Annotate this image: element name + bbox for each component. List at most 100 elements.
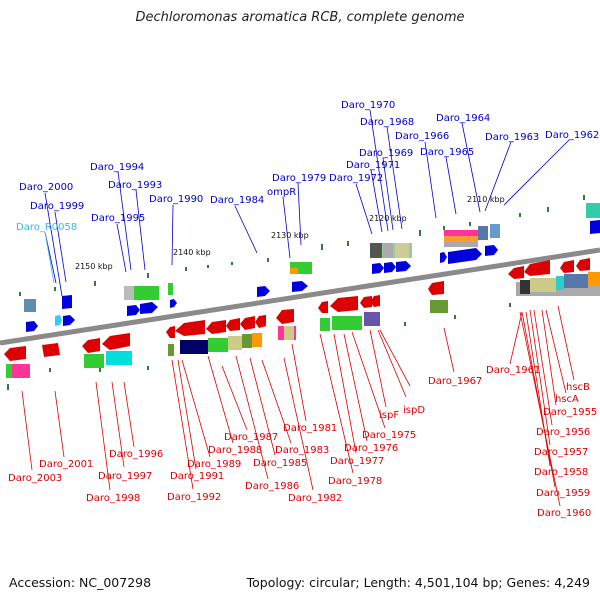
gene-daro-1962 bbox=[590, 220, 600, 234]
tick-label-2130: 2130 kbp bbox=[271, 231, 309, 240]
gene-daro-1965 bbox=[448, 248, 482, 264]
label-daro-1997: Daro_1997 bbox=[98, 471, 152, 482]
tick-label-2150: 2150 kbp bbox=[75, 262, 113, 271]
gene-daro-1981 bbox=[276, 309, 294, 324]
gene-daro-1992 bbox=[166, 326, 175, 338]
label-daro-1992: Daro_1992 bbox=[167, 492, 221, 503]
genome-backbone bbox=[0, 247, 600, 346]
gene-daro-2001 bbox=[42, 343, 60, 357]
label-daro-2003: Daro_2003 bbox=[8, 473, 62, 484]
gene-plus-a bbox=[26, 321, 38, 332]
label-daro-1977: Daro_1977 bbox=[330, 456, 384, 467]
label-daro-1978: Daro_1978 bbox=[328, 476, 382, 487]
label-daro-1961: Daro_1961 bbox=[486, 365, 540, 376]
gene-ompr bbox=[292, 281, 308, 292]
gene-daro-1985 bbox=[240, 316, 255, 330]
bottom-leader-lines bbox=[21, 305, 575, 507]
gene-hscb bbox=[524, 260, 550, 276]
gene-daro-2003 bbox=[4, 346, 26, 361]
gene-daro-1956 bbox=[560, 260, 574, 273]
label-daro-1956: Daro_1956 bbox=[536, 427, 590, 438]
bottom-gene-labels: Daro_2003 Daro_2001 Daro_1998 Daro_1997 … bbox=[8, 365, 597, 519]
kbp-tick-labels: 2150 kbp 2140 kbp 2130 kbp 2120 kbp 2110… bbox=[75, 195, 505, 271]
gene-daro-1995 bbox=[127, 305, 140, 316]
gene-daro-1975 bbox=[360, 296, 372, 308]
label-daro-1966: Daro_1966 bbox=[395, 131, 449, 142]
top-gene-labels: Daro_2000 Daro_1999 Daro_R0058 Daro_1995… bbox=[16, 100, 599, 233]
label-daro-2001: Daro_2001 bbox=[39, 459, 93, 470]
tick-label-2110: 2110 kbp bbox=[467, 195, 505, 204]
label-ispf: ispF bbox=[379, 410, 399, 421]
top-leader-lines bbox=[44, 109, 570, 297]
label-daro-1993: Daro_1993 bbox=[108, 180, 162, 191]
label-daro-1985: Daro_1985 bbox=[253, 458, 307, 469]
label-daro-1970: Daro_1970 bbox=[341, 100, 395, 111]
gene-daro-2000 bbox=[62, 295, 72, 309]
label-daro-1982: Daro_1982 bbox=[288, 493, 342, 504]
label-daro-1998: Daro_1998 bbox=[86, 493, 140, 504]
label-daro-1979: Daro_1979 bbox=[272, 173, 326, 184]
label-daro-1988: Daro_1988 bbox=[208, 445, 262, 456]
gene-daro-1967 bbox=[428, 281, 444, 295]
gene-daro-1987 bbox=[226, 318, 240, 331]
backbone-tick-marks bbox=[7, 195, 585, 390]
label-daro-1976: Daro_1976 bbox=[344, 443, 398, 454]
gene-daro-1971 bbox=[384, 262, 396, 273]
gene-daro-1961 bbox=[508, 266, 524, 279]
label-daro-1960: Daro_1960 bbox=[537, 508, 591, 519]
label-daro-1969: Daro_1969 bbox=[359, 148, 413, 159]
tick-label-2140: 2140 kbp bbox=[173, 248, 211, 257]
gene-daro-1994 bbox=[140, 302, 158, 314]
label-daro-1967: Daro_1967 bbox=[428, 376, 482, 387]
label-daro-1972: Daro_1972 bbox=[329, 173, 383, 184]
topology-text: Topology: circular; Length: 4,501,104 bp… bbox=[246, 575, 590, 590]
map-title: Dechloromonas aromatica RCB, complete ge… bbox=[135, 10, 465, 25]
gene-daro-1991 bbox=[175, 320, 205, 336]
label-daro-1984: Daro_1984 bbox=[210, 195, 264, 206]
label-daro-2000: Daro_2000 bbox=[19, 182, 73, 193]
label-daro-1989: Daro_1989 bbox=[187, 459, 241, 470]
label-daro-1981: Daro_1981 bbox=[283, 423, 337, 434]
minus-domain-bars bbox=[6, 272, 600, 378]
label-daro-1965: Daro_1965 bbox=[420, 147, 474, 158]
label-daro-1999: Daro_1999 bbox=[30, 201, 84, 212]
gene-daro-1966 bbox=[440, 252, 447, 263]
label-daro-1959: Daro_1959 bbox=[536, 488, 590, 499]
gene-daro-1984 bbox=[257, 286, 270, 297]
label-daro-1971: Daro_1971 bbox=[346, 160, 400, 171]
gene-daro-1989 bbox=[206, 320, 226, 334]
tick-label-2120: 2120 kbp bbox=[369, 214, 407, 223]
label-daro-1991: Daro_1991 bbox=[170, 471, 224, 482]
label-hsca: hscA bbox=[555, 394, 579, 405]
label-daro-1968: Daro_1968 bbox=[360, 117, 414, 128]
gene-daro-1958 bbox=[576, 258, 590, 271]
label-daro-r0058: Daro_R0058 bbox=[16, 222, 77, 233]
label-daro-1990: Daro_1990 bbox=[149, 194, 203, 205]
gene-daro-1978 bbox=[318, 301, 328, 313]
label-daro-1955: Daro_1955 bbox=[543, 407, 597, 418]
plus-strand-genes bbox=[26, 220, 600, 332]
gene-daro-1977 bbox=[330, 296, 358, 312]
gene-daro-1999 bbox=[63, 315, 75, 326]
label-daro-1958: Daro_1958 bbox=[534, 467, 588, 478]
gene-daro-1998 bbox=[82, 338, 100, 353]
gene-daro-1997 bbox=[102, 333, 130, 350]
gene-daro-1970 bbox=[396, 261, 411, 272]
gene-daro-r0058 bbox=[55, 315, 62, 326]
label-ompr: ompR bbox=[267, 187, 296, 198]
gene-daro-1990 bbox=[170, 299, 177, 308]
label-hscb: hscB bbox=[566, 382, 590, 393]
label-ispd: ispD bbox=[403, 405, 425, 416]
label-daro-1986: Daro_1986 bbox=[245, 481, 299, 492]
accession-text: Accession: NC_007298 bbox=[9, 575, 152, 590]
label-daro-1975: Daro_1975 bbox=[362, 430, 416, 441]
label-daro-1957: Daro_1957 bbox=[534, 447, 588, 458]
gene-ispf bbox=[370, 295, 380, 307]
label-daro-1983: Daro_1983 bbox=[275, 445, 329, 456]
label-daro-1994: Daro_1994 bbox=[90, 162, 144, 173]
leader-rna bbox=[44, 231, 55, 284]
gene-daro-1964 bbox=[485, 245, 498, 256]
plus-domain-bars bbox=[24, 203, 600, 312]
